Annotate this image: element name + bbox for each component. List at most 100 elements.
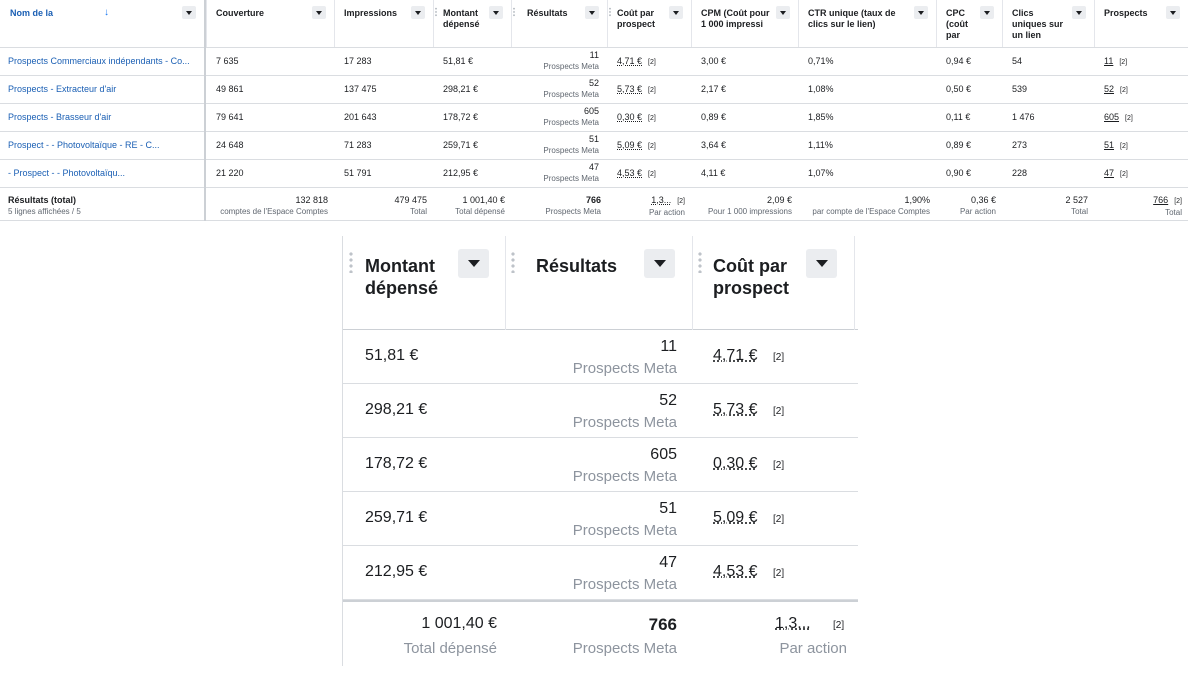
col-header-cost-per-lead[interactable]: Coût par prospect [607,0,691,48]
column-menu-dropdown-icon[interactable] [182,6,196,19]
column-menu-dropdown-icon[interactable] [411,6,425,19]
col-header-leads-label: Prospects [1104,8,1148,18]
column-menu-dropdown-icon[interactable] [669,6,683,19]
leads-link[interactable]: 52 [1104,84,1115,94]
column-menu-dropdown-icon[interactable] [1072,6,1086,19]
cell-ctr: 1,08% [798,75,936,104]
leads-link[interactable]: 11 [1104,56,1114,66]
zoom-cost-per-lead[interactable]: 4,71 € [713,347,758,364]
zoom-col-header-results[interactable]: Résultats [506,236,692,330]
attribution-marker: [2] [1120,171,1128,178]
column-menu-dropdown-icon[interactable] [980,6,994,19]
table-header-row: Nom de la ↓ Couverture Impressions Monta… [0,0,1188,48]
column-menu-dropdown-icon[interactable] [1166,6,1180,19]
col-header-unique-clicks-label: Clics uniques sur un lien [1012,8,1064,40]
cell-spent: 51,81 € [433,47,511,76]
ad-name-link[interactable]: Prospect - - Photovoltaïque - RE - C... [8,140,160,150]
totals-leads-link[interactable]: 766 [1153,194,1169,205]
cell-name[interactable]: - Prospect - - Photovoltaïqu... [0,159,206,188]
totals-cpm-value: 2,09 € [766,194,792,205]
zoom-cost-per-lead[interactable]: 5,09 € [713,509,758,526]
column-divider [854,236,855,330]
leads-link[interactable]: 47 [1104,168,1115,178]
cell-name[interactable]: Prospects Commerciaux indépendants - Co.… [0,47,206,76]
column-menu-dropdown-icon[interactable] [914,6,928,19]
cell-ctr: 1,85% [798,103,936,132]
ad-name-link[interactable]: - Prospect - - Photovoltaïqu... [8,168,126,178]
results-value: 52 [588,78,599,88]
col-header-unique-clicks[interactable]: Clics uniques sur un lien [1002,0,1094,48]
column-menu-dropdown-icon[interactable] [312,6,326,19]
table-row: Prospects - Extracteur d'air 49 861 137 … [0,75,1188,104]
col-header-impressions-label: Impressions [344,8,398,18]
col-header-cpm[interactable]: CPM (Coût pour 1 000 impressi [691,0,798,48]
cost-per-lead-value[interactable]: 4,53 € [617,168,643,178]
zoom-cost-per-lead[interactable]: 0,30 € [713,455,758,472]
attribution-marker: [2] [833,620,845,631]
totals-leads-sub: Total [1165,207,1182,217]
col-header-name[interactable]: Nom de la ↓ [0,0,206,48]
zoom-results-value: 605 [650,446,677,463]
zoom-results-label: Prospects Meta [572,468,677,485]
leads-link[interactable]: 605 [1104,112,1120,122]
zoom-col-header-spent-label: Montant dépensé [365,256,439,298]
zoom-results-label: Prospects Meta [572,522,677,539]
ad-name-link[interactable]: Prospects - Brasseur d'air [8,112,112,122]
column-menu-dropdown-icon[interactable] [776,6,790,19]
drag-handle-icon[interactable] [435,7,437,17]
cell-name[interactable]: Prospects - Brasseur d'air [0,103,206,132]
ad-name-link[interactable]: Prospects - Extracteur d'air [8,84,117,94]
attribution-marker: [2] [1120,87,1128,94]
zoom-cost-per-lead[interactable]: 4,53 € [713,563,758,580]
zoom-total-cost-per-lead-label: Par action [779,640,847,657]
col-header-spent-label: Montant dépensé [443,8,480,29]
leads-link[interactable]: 51 [1104,140,1115,150]
column-menu-dropdown-icon[interactable] [806,249,837,278]
attribution-marker: [2] [648,59,656,66]
zoom-results-value: 11 [660,338,677,355]
col-header-results[interactable]: Résultats [511,0,607,48]
totals-results: 766 Prospects Meta [511,187,607,221]
col-header-leads[interactable]: Prospects [1094,0,1188,48]
col-header-spent[interactable]: Montant dépensé [433,0,511,48]
attribution-marker: [2] [648,87,656,94]
zoom-table-row: 178,72 € 605 Prospects Meta 0,30 € [2] [343,438,858,492]
cost-per-lead-value[interactable]: 5,09 € [617,140,643,150]
cost-per-lead-value[interactable]: 0,30 € [617,112,643,122]
drag-handle-icon[interactable] [511,251,515,273]
col-header-ctr[interactable]: CTR unique (taux de clics sur le lien) [798,0,936,48]
drag-handle-icon[interactable] [698,251,702,273]
col-header-cost-per-lead-label: Coût par prospect [617,8,656,29]
results-value: 605 [583,106,599,116]
cell-name[interactable]: Prospects - Extracteur d'air [0,75,206,104]
column-menu-dropdown-icon[interactable] [458,249,489,278]
cell-impressions: 201 643 [334,103,433,132]
column-menu-dropdown-icon[interactable] [644,249,675,278]
zoom-col-header-cost-per-lead[interactable]: Coût par prospect [693,236,856,330]
cell-leads: 47 [2] [1094,159,1188,188]
drag-handle-icon[interactable] [349,251,353,273]
results-label: Prospects Meta [543,62,599,71]
zoom-results-value: 51 [659,500,677,517]
zoom-col-header-spent[interactable]: Montant dépensé [343,236,505,330]
column-menu-dropdown-icon[interactable] [585,6,599,19]
sort-arrow-down-icon[interactable]: ↓ [104,7,109,18]
cell-ctr: 0,71% [798,47,936,76]
zoom-total-cost-per-lead[interactable]: 1,3... [775,615,811,632]
cost-per-lead-value[interactable]: 4,71 € [617,56,643,66]
drag-handle-icon[interactable] [609,7,611,17]
zoom-cost-per-lead[interactable]: 5,73 € [713,401,758,418]
ad-name-link[interactable]: Prospects Commerciaux indépendants - Co.… [8,56,190,66]
attribution-marker: [2] [1125,115,1133,122]
column-menu-dropdown-icon[interactable] [489,6,503,19]
drag-handle-icon[interactable] [513,7,515,17]
col-header-impressions[interactable]: Impressions [334,0,433,48]
cell-name[interactable]: Prospect - - Photovoltaïque - RE - C... [0,131,206,160]
totals-cost-per-lead-value[interactable]: 1,3... [651,194,672,205]
col-header-reach[interactable]: Couverture [205,0,334,48]
attribution-marker: [2] [773,514,785,525]
cost-per-lead-value[interactable]: 5,73 € [617,84,643,94]
col-header-cpc[interactable]: CPC (coût par [936,0,1002,48]
cell-reach: 49 861 [205,75,334,104]
results-label: Prospects Meta [543,174,599,183]
